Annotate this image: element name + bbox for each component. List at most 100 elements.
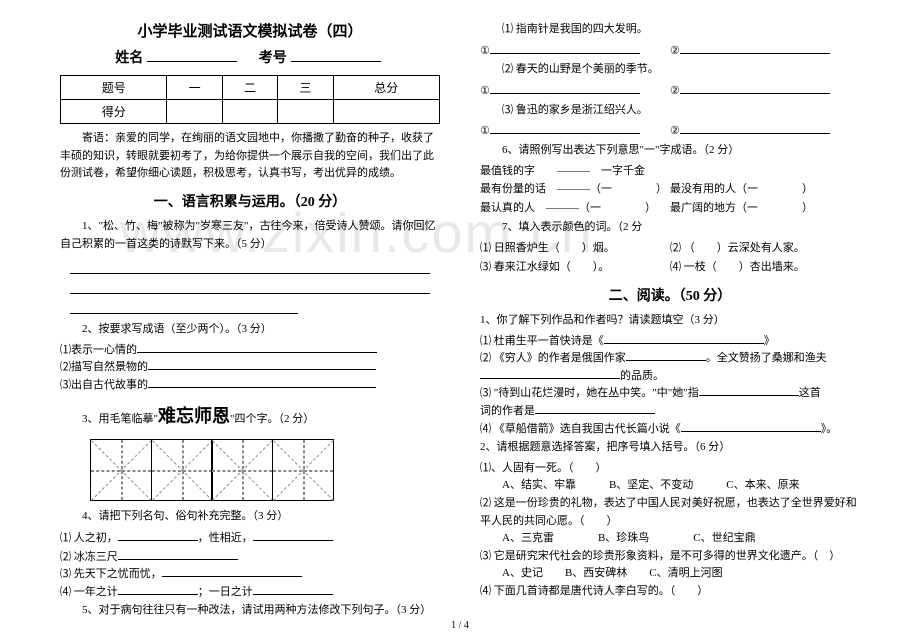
q7-line2: ⑶ 春来江水绿如（ ）。 ⑷ 一枝（ ）杏出墙来。 <box>480 258 860 277</box>
label: ⑵ 《穷人》的作者是俄国作家 <box>480 352 626 364</box>
answer-blank[interactable] <box>253 594 333 595</box>
answer-blank[interactable] <box>162 576 302 577</box>
answer-blank[interactable] <box>680 133 830 134</box>
answer-blank[interactable] <box>148 387 376 388</box>
s2-q1b2: 的品质。 <box>480 368 860 386</box>
answer-blank[interactable] <box>626 360 706 361</box>
answer-blank[interactable] <box>490 133 640 134</box>
num2: ② <box>670 125 680 137</box>
answer-blank[interactable] <box>253 540 333 541</box>
q5b-ans: ① ② <box>480 82 860 101</box>
q5b: ⑵ 春天的山野是个美丽的季节。 <box>480 60 860 79</box>
tianzige-cell[interactable] <box>151 439 213 501</box>
dash-open: ———（一 <box>546 202 601 214</box>
answer-blank[interactable] <box>137 352 377 353</box>
s2-q1d: ⑷ 《草船借箭》选自我国古代长篇小说《 》。 <box>480 421 860 439</box>
name-blank[interactable] <box>147 61 237 62</box>
label: 。全文赞扬了桑娜和渔夫 <box>706 352 827 364</box>
q5c-ans: ① ② <box>480 122 860 141</box>
answer-blank[interactable] <box>70 280 430 294</box>
exam-no-label: 考号 <box>259 51 287 66</box>
q6-ex-r: 一字千金 <box>601 165 645 177</box>
answer-blank[interactable] <box>480 378 620 379</box>
sub-label: ⑴表示一心情的 <box>60 344 137 356</box>
q7b3: ⑷ 一枝（ <box>670 261 717 273</box>
q3-post: "四个字。（2 分） <box>230 413 314 425</box>
q7a3: ⑵ （ <box>670 242 695 254</box>
s2-q1a: ⑴ 杜甫生平一首快诗是《》 <box>480 333 860 351</box>
q4a: ⑴ 人之初， <box>60 532 118 544</box>
q7-line1: ⑴ 日照香炉生（ ）烟。 ⑵ （ ）云深处有人家。 <box>480 239 860 258</box>
answer-blank[interactable] <box>699 395 799 396</box>
page-container: 小学毕业测试语文模拟试卷（四） 姓名 考号 题号 一 二 三 总分 得分 寄语：… <box>0 0 920 633</box>
q7: 7、填入表示颜色的词。（2 分 <box>480 218 860 237</box>
q3-brush-text: 难忘师恩 <box>158 406 230 426</box>
q4-line4: ⑷ 一年之计；一日之计 <box>60 584 440 602</box>
label: 最有份量的话 <box>480 183 546 195</box>
num1: ① <box>480 125 490 137</box>
s2-q2-3-opts: A、史记 B、西安碑林 C、清明上河图 <box>480 565 860 583</box>
q7a1: ⑴ 日照香炉生（ <box>480 242 560 254</box>
q2-sub1: ⑴表示一心情的 <box>60 342 440 360</box>
s2-q1c2: 词的作者是 <box>480 403 860 421</box>
label: 最广阔的地方（一 <box>670 202 758 214</box>
section2-title: 二、阅读。（50 分） <box>480 285 860 305</box>
label: 的品质。 <box>620 370 664 382</box>
answer-blank[interactable] <box>70 260 430 274</box>
q5a-ans: ① ② <box>480 42 860 61</box>
dash-open: ———（一 <box>557 183 612 195</box>
q5a: ⑴ 指南针是我国的四大发明。 <box>480 20 860 39</box>
label: ⑷ 《草船借箭》选自我国古代长篇小说《 <box>480 423 681 435</box>
num1: ① <box>480 45 490 57</box>
cell-blank[interactable] <box>222 100 277 124</box>
s2-q1c: ⑶ "待到山花烂漫时，她在丛中笑。"中"她"指这首 <box>480 385 860 403</box>
answer-blank[interactable] <box>604 343 764 344</box>
q4b: ⑵ 冰冻三尺 <box>60 551 118 563</box>
answer-blank[interactable] <box>490 53 640 54</box>
answer-blank[interactable] <box>680 93 830 94</box>
answer-blank[interactable] <box>118 540 198 541</box>
cell-blank[interactable] <box>333 100 439 124</box>
s2-q2: 2、请根据题意选择答案，把序号填入括号。（6 分） <box>480 438 860 457</box>
answer-blank[interactable] <box>680 53 830 54</box>
name-label: 姓名 <box>115 51 143 66</box>
q4d: ⑷ 一年之计 <box>60 586 118 598</box>
q6-line2: 最认真的人 ———（一 ） 最广阔的地方（一 ） <box>480 199 860 218</box>
num2: ② <box>670 85 680 97</box>
cell-label: 得分 <box>61 100 167 124</box>
s2-q2-3: ⑶ 它是研究宋代社会的珍贵形象资料，是不可多得的世界文化遗产。（ ） <box>480 548 860 566</box>
cell-blank[interactable] <box>278 100 333 124</box>
table-row: 题号 一 二 三 总分 <box>61 76 440 100</box>
score-table: 题号 一 二 三 总分 得分 <box>60 75 440 124</box>
s2-q2-4: ⑷ 下面几首诗都是唐代诗人李白写的。（ ） <box>480 583 860 601</box>
cell: 一 <box>167 76 222 100</box>
answer-blank[interactable] <box>681 431 821 432</box>
q6-line1: 最有份量的话 ———（一 ） 最没有用的人（一 ） <box>480 180 860 199</box>
answer-blank[interactable] <box>118 594 198 595</box>
q2: 2、按要求写成语（至少两个）。（3 分） <box>60 320 440 339</box>
exam-no-blank[interactable] <box>291 61 381 62</box>
tianzige-cell[interactable] <box>90 439 152 501</box>
label: ⑴ 杜甫生平一首快诗是《 <box>480 335 604 347</box>
q5c: ⑶ 鲁迅的家乡是浙江绍兴人。 <box>480 101 860 120</box>
answer-blank[interactable] <box>118 559 238 560</box>
answer-blank[interactable] <box>535 413 655 414</box>
name-exam-row: 姓名 考号 <box>60 47 440 67</box>
num1: ① <box>480 85 490 97</box>
left-column: 小学毕业测试语文模拟试卷（四） 姓名 考号 题号 一 二 三 总分 得分 寄语：… <box>60 20 460 623</box>
q4-line1: ⑴ 人之初， ，性相近， <box>60 529 440 548</box>
tianzige-cell[interactable] <box>211 439 273 501</box>
right-column: ⑴ 指南针是我国的四大发明。 ① ② ⑵ 春天的山野是个美丽的季节。 ① ② ⑶… <box>460 20 860 623</box>
answer-blank[interactable] <box>490 93 640 94</box>
q3-pre: 3、用毛笔临摹" <box>82 413 158 425</box>
s2-q1: 1、你了解下列作品和作者吗？请读题填空（3 分） <box>480 311 860 330</box>
label: 这首 <box>799 387 821 399</box>
label: 》。 <box>821 423 838 435</box>
answer-blank[interactable] <box>70 300 298 314</box>
cell-blank[interactable] <box>167 100 222 124</box>
intro-text: 寄语：亲爱的同学，在绚丽的语文园地中，你播撒了勤奋的种子，收获了丰硕的知识，转眼… <box>60 130 440 183</box>
answer-blank[interactable] <box>148 369 376 370</box>
table-row: 得分 <box>61 100 440 124</box>
q4a2: ，性相近， <box>198 532 253 544</box>
tianzige-cell[interactable] <box>272 439 334 501</box>
